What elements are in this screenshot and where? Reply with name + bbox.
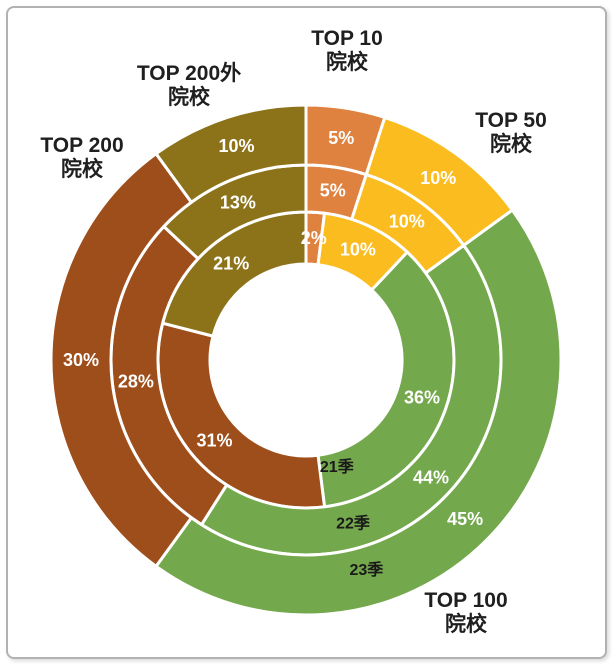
- value-label-top-200-wai-outer-ring: 10%: [218, 136, 254, 156]
- value-label-top-100-middle-ring: 44%: [413, 467, 449, 487]
- value-label-top-10-outer-ring: 5%: [328, 128, 354, 148]
- value-label-top-10-middle-ring: 5%: [320, 181, 346, 201]
- value-label-top-200-middle-ring: 28%: [118, 372, 154, 392]
- value-label-top-100-inner-ring: 36%: [404, 388, 440, 408]
- category-label-top-10: TOP 10: [311, 27, 383, 50]
- value-label-top-50-inner-ring: 10%: [340, 240, 376, 260]
- category-label-top-200-wai-line2: 院校: [168, 85, 211, 109]
- category-label-top-100: TOP 100: [424, 589, 507, 612]
- ring-label-middle: 22季: [336, 514, 371, 533]
- category-label-top-10-line2: 院校: [326, 50, 369, 74]
- category-label-top-50: TOP 50: [475, 109, 547, 132]
- value-label-top-200-wai-inner-ring: 21%: [213, 254, 249, 274]
- value-label-top-200-outer-ring: 30%: [63, 350, 99, 370]
- value-label-top-10-inner-ring: 2%: [301, 228, 327, 248]
- value-label-top-50-middle-ring: 10%: [389, 211, 425, 231]
- ring-label-inner: 21季: [320, 457, 355, 476]
- segment-top-100-outer-ring: [154, 208, 563, 617]
- ring-label-outer: 23季: [349, 560, 384, 579]
- value-label-top-200-inner-ring: 31%: [196, 431, 232, 451]
- category-label-top-100-line2: 院校: [445, 612, 488, 636]
- category-label-top-50-line2: 院校: [490, 132, 533, 156]
- category-label-top-200: TOP 200: [40, 134, 123, 157]
- segment-top-200-wai-outer-ring: [154, 103, 308, 204]
- value-label-top-100-outer-ring: 45%: [447, 509, 483, 529]
- category-label-top-200-wai: TOP 200外: [137, 61, 241, 85]
- segment-top-200-outer-ring: [49, 152, 193, 568]
- value-label-top-50-outer-ring: 10%: [420, 168, 456, 188]
- category-label-top-200-line2: 院校: [61, 157, 104, 181]
- value-label-top-200-wai-middle-ring: 13%: [220, 193, 256, 213]
